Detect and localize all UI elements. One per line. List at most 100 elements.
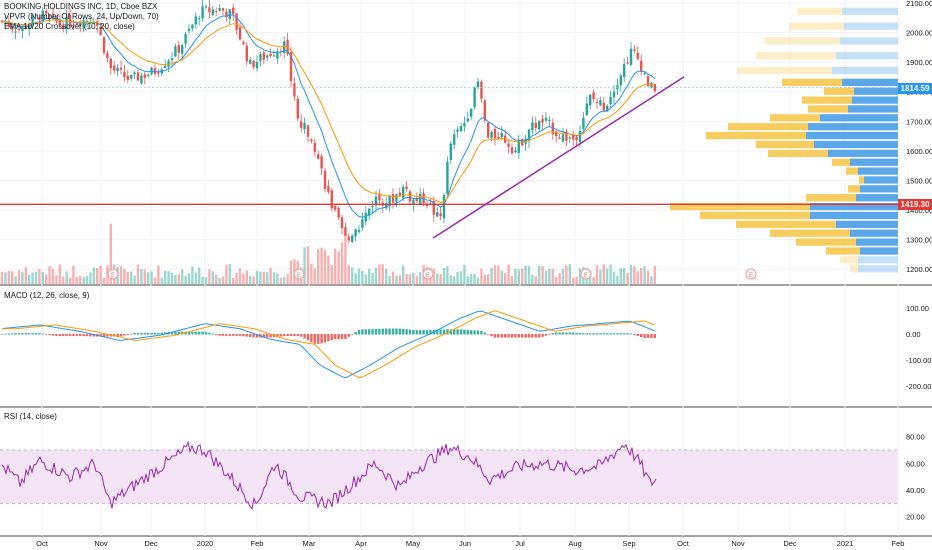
macd-histogram-bar [133, 332, 136, 335]
macd-histogram-bar [317, 334, 320, 344]
candle-body [371, 206, 374, 208]
macd-histogram-bar [153, 332, 157, 335]
volume-bar [245, 270, 248, 284]
symbol-title[interactable]: BOOKING HOLDINGS INC, 1D, Cboe BZX [4, 2, 158, 11]
volume-bar [476, 277, 480, 284]
macd-histogram-bar [235, 334, 238, 336]
macd-legend[interactable]: MACD (12, 26, close, 9) [4, 291, 89, 301]
candle-body [442, 195, 446, 219]
volume-bar [541, 266, 544, 284]
candle-body [510, 147, 514, 154]
volume-bar [385, 268, 388, 284]
volume-bar [531, 274, 534, 284]
volume-bar [106, 265, 109, 284]
macd-histogram-bar [398, 328, 401, 335]
macd-histogram-bar [143, 332, 146, 335]
volume-bar [92, 267, 95, 284]
ema-legend[interactable]: EMA 10/20 Crossover (10, 20, close) [4, 22, 135, 31]
macd-histogram-bar [534, 334, 537, 338]
candle-body [293, 83, 296, 97]
candle-body [164, 65, 167, 68]
macd-histogram-bar [11, 333, 14, 335]
candle-body [218, 7, 221, 11]
macd-histogram-bar [65, 334, 68, 336]
candle-body [136, 72, 140, 81]
candle-body [558, 138, 561, 140]
macd-histogram-bar [147, 332, 150, 335]
macd-histogram-bar [388, 328, 391, 335]
volume-bar [364, 274, 367, 284]
volume-bar [45, 274, 48, 284]
volume-bar [174, 275, 177, 284]
volume-bar [402, 265, 405, 284]
macd-histogram-bar [123, 334, 126, 336]
macd-histogram-bar [296, 334, 299, 337]
candle-body [272, 55, 276, 57]
macd-histogram-bar [313, 334, 316, 344]
candle-body [493, 128, 497, 139]
candle-body [623, 64, 626, 77]
candle-body [68, 15, 72, 27]
macd-histogram-bar [493, 334, 497, 338]
vp-up-bar [856, 238, 898, 246]
candle-body [357, 229, 361, 232]
macd-histogram-bar [347, 334, 350, 337]
macd-histogram-bar [327, 334, 330, 342]
candle-body [208, 7, 211, 13]
macd-histogram-bar [306, 334, 310, 341]
macd-histogram-bar [160, 332, 163, 335]
candle-body [473, 87, 476, 108]
candle-body [174, 46, 177, 57]
rsi-title: RSI (14, close) [4, 412, 57, 421]
candle-body [415, 198, 418, 202]
volume-bar [283, 276, 286, 284]
candle-body [7, 21, 10, 28]
x-tick-label: 2021 [837, 539, 854, 548]
volume-bar [487, 274, 490, 284]
volume-bar [463, 264, 466, 284]
candle-body [113, 65, 116, 71]
macd-histogram-bar [548, 334, 551, 335]
macd-histogram-bar [595, 333, 599, 335]
volume-bar [347, 265, 350, 284]
macd-histogram-bar [79, 334, 82, 336]
macd-histogram-bar [521, 334, 524, 338]
candle-body [238, 27, 242, 40]
macd-histogram-bar [425, 330, 429, 335]
volume-bar [483, 274, 486, 284]
rsi-legend[interactable]: RSI (14, close) [4, 412, 57, 422]
last-price-label: 1814.59 [898, 83, 932, 94]
macd-histogram-bar [150, 332, 153, 335]
x-tick-label: Apr [355, 539, 367, 548]
earnings-marker [422, 268, 434, 280]
y-tick-label: 1700.00 [906, 117, 932, 126]
volume-bar [262, 271, 265, 284]
volume-bar [368, 268, 371, 284]
volume-bar [204, 277, 208, 284]
vp-up-bar [842, 7, 898, 15]
macd-histogram-bar [14, 333, 17, 335]
volume-bar [595, 265, 599, 284]
volume-bar [31, 272, 34, 284]
macd-histogram-bar [497, 334, 500, 338]
vpvr-legend[interactable]: VPVR (Number Of Rows, 24, Up/Down, 70) [4, 12, 159, 21]
vp-up-bar [840, 37, 898, 45]
macd-histogram-bar [204, 331, 208, 335]
volume-bar [75, 276, 78, 284]
macd-histogram-bar [446, 329, 449, 335]
x-tick-label: May [406, 539, 420, 548]
macd-histogram-bar [208, 332, 211, 335]
volume-bar [643, 266, 646, 284]
macd-histogram-bar [487, 334, 490, 335]
vp-up-bar [864, 176, 898, 184]
macd-histogram-bar [626, 333, 629, 335]
volume-bar [310, 263, 313, 284]
macd-histogram-bar [544, 334, 548, 336]
candle-body [34, 14, 38, 16]
macd-histogram-bar [85, 334, 89, 337]
candle-body [306, 125, 310, 137]
volume-bar [79, 275, 82, 284]
volume-bar [504, 273, 507, 284]
